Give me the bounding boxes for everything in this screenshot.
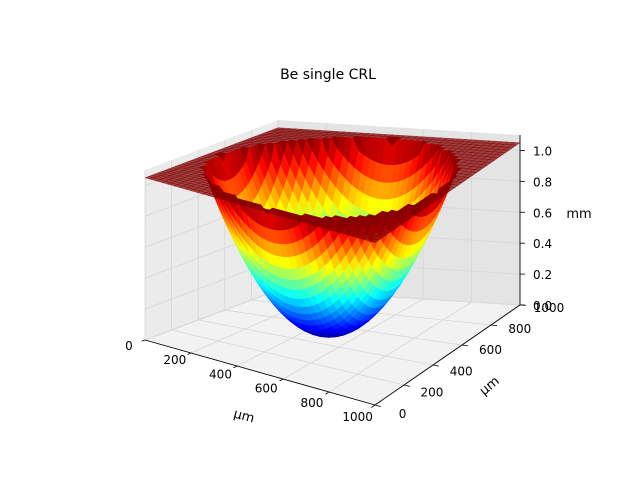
y-tick-label: 1000 xyxy=(534,301,565,315)
z-tick-label: 0.2 xyxy=(533,268,552,282)
y-tick-mark xyxy=(374,404,381,408)
z-axis-label: mm xyxy=(566,207,591,222)
y-axis-line xyxy=(374,304,521,406)
y-tick-mark xyxy=(461,344,468,347)
y-tick-label: 800 xyxy=(508,322,531,336)
x-tick-label: 800 xyxy=(300,396,323,410)
axis-lines xyxy=(144,135,521,406)
y-tick-label: 400 xyxy=(450,364,473,378)
x-tick-mark xyxy=(279,378,284,382)
x-tick-mark xyxy=(233,365,238,369)
y-axis-label: μm xyxy=(477,374,503,399)
x-axis-label: μm xyxy=(232,407,256,427)
x-tick-mark xyxy=(325,391,330,395)
floor-pane xyxy=(145,290,520,405)
y-tick-mark xyxy=(490,324,498,327)
x-tick-label: 0 xyxy=(125,339,133,353)
x-tick-label: 400 xyxy=(209,367,232,381)
x-tick-label: 200 xyxy=(163,353,186,367)
y-tick-mark xyxy=(432,364,439,367)
surface-mesh xyxy=(144,127,521,338)
x-tick-mark xyxy=(371,404,376,408)
z-tick-label: 0.8 xyxy=(533,175,552,189)
x-axis-line xyxy=(144,339,376,406)
z-tick-label: 0.0 xyxy=(533,299,552,313)
y-tick-label: 600 xyxy=(479,343,502,357)
z-tick-label: 0.4 xyxy=(533,237,552,251)
y-tick-label: 200 xyxy=(420,386,443,400)
x-tick-mark xyxy=(187,352,192,355)
x-tick-label: 1000 xyxy=(342,410,373,424)
y-tick-label: 0 xyxy=(399,407,407,421)
x-tick-mark xyxy=(141,339,146,342)
surface-cell xyxy=(368,238,380,243)
chart-title: Be single CRL xyxy=(280,67,376,83)
x-tick-label: 600 xyxy=(255,382,278,396)
z-tick-label: 1.0 xyxy=(533,145,552,159)
z-tick-label: 0.6 xyxy=(533,206,552,220)
y-tick-mark xyxy=(403,384,410,387)
